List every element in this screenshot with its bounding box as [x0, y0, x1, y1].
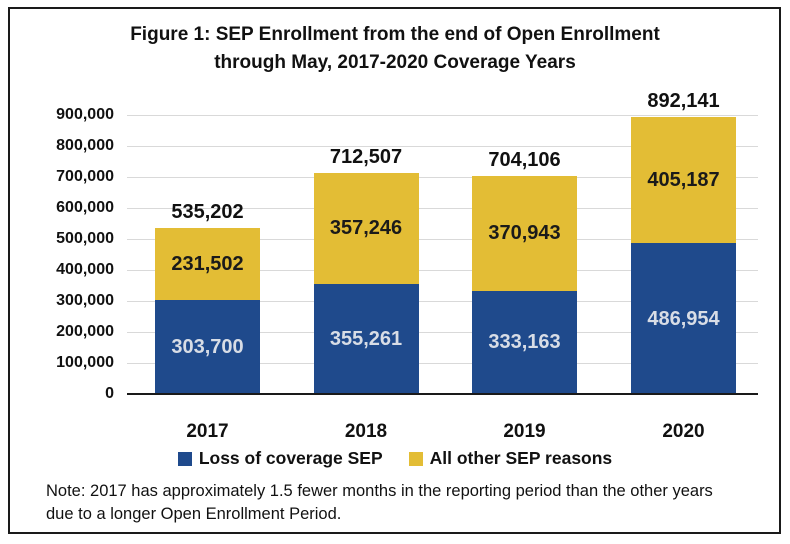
chart-border-frame	[8, 7, 781, 534]
bar-segment-all-other-2017	[155, 228, 260, 300]
legend-item-loss-of-coverage: Loss of coverage SEP	[177, 448, 383, 469]
y-axis-tick-label: 800,000	[56, 137, 114, 154]
bar-total-label: 704,106	[488, 148, 561, 171]
gridline	[127, 270, 758, 271]
legend-label-all-other-reasons: All other SEP reasons	[429, 448, 613, 468]
x-axis-tick-label-2018: 2018	[344, 421, 388, 442]
legend-swatch-yellow-icon	[408, 451, 423, 466]
gridline	[127, 146, 758, 147]
x-axis-tick-label-2017: 2017	[186, 421, 229, 442]
gridline	[127, 301, 758, 302]
bar-segment-value-label: 486,954	[647, 307, 720, 330]
bar-segment-value-label: 370,943	[488, 222, 561, 245]
chart-title-line-2: through May, 2017-2020 Coverage Years	[214, 52, 576, 73]
bar-total-label: 535,202	[171, 201, 244, 224]
gridline	[127, 239, 758, 240]
chart-footnote: Note: 2017 has approximately 1.5 fewer m…	[46, 482, 713, 523]
y-axis-tick-label: 500,000	[56, 230, 114, 247]
bar-segment-value-label: 303,700	[171, 335, 244, 358]
x-axis-tick-label-2019: 2019	[503, 421, 546, 442]
gridline	[127, 115, 758, 116]
gridline	[127, 177, 758, 178]
chart-title: Figure 1: SEP Enrollment from the end of…	[0, 21, 790, 77]
y-axis-tick-label: 400,000	[56, 261, 114, 278]
y-axis-tick-label: 200,000	[56, 323, 114, 340]
y-axis-tick-label: 0	[105, 385, 114, 402]
bar-segment-all-other-2020	[631, 117, 736, 244]
bar-segment-value-label: 357,246	[329, 217, 403, 240]
chart-title-line-1: Figure 1: SEP Enrollment from the end of…	[130, 24, 660, 45]
bar-total-label: 892,141	[647, 90, 720, 113]
bar-segment-loss-of-coverage-2017	[155, 299, 260, 394]
y-axis-tick-label: 300,000	[56, 292, 114, 309]
y-axis-tick-label: 100,000	[56, 354, 114, 371]
gridline	[127, 208, 758, 209]
bar-segment-loss-of-coverage-2018	[313, 283, 419, 394]
bar-segment-value-label: 333,163	[488, 331, 561, 354]
legend-label-loss-of-coverage: Loss of coverage SEP	[198, 448, 383, 468]
x-axis-tick-label-2020: 2020	[662, 421, 705, 442]
x-axis-line	[127, 392, 758, 395]
chart-legend: Loss of coverage SEP All other SEP reaso…	[0, 448, 790, 469]
bar-segment-loss-of-coverage-2019	[472, 290, 577, 394]
bar-segment-loss-of-coverage-2020	[631, 243, 736, 394]
legend-swatch-blue-icon	[177, 451, 192, 466]
bar-segment-all-other-2018	[313, 173, 419, 284]
bar-segment-value-label: 355,261	[329, 327, 403, 350]
gridline	[127, 363, 758, 364]
y-axis-tick-label: 700,000	[56, 168, 114, 185]
gridline	[127, 332, 758, 333]
bar-segment-all-other-2019	[472, 175, 577, 291]
bar-segment-value-label: 231,502	[171, 252, 244, 275]
y-axis-tick-label: 600,000	[56, 199, 114, 216]
bar-segment-value-label: 405,187	[647, 169, 720, 192]
bar-total-label: 712,507	[329, 146, 403, 169]
legend-item-all-other-reasons: All other SEP reasons	[408, 448, 613, 469]
y-axis-tick-label: 900,000	[56, 106, 114, 123]
